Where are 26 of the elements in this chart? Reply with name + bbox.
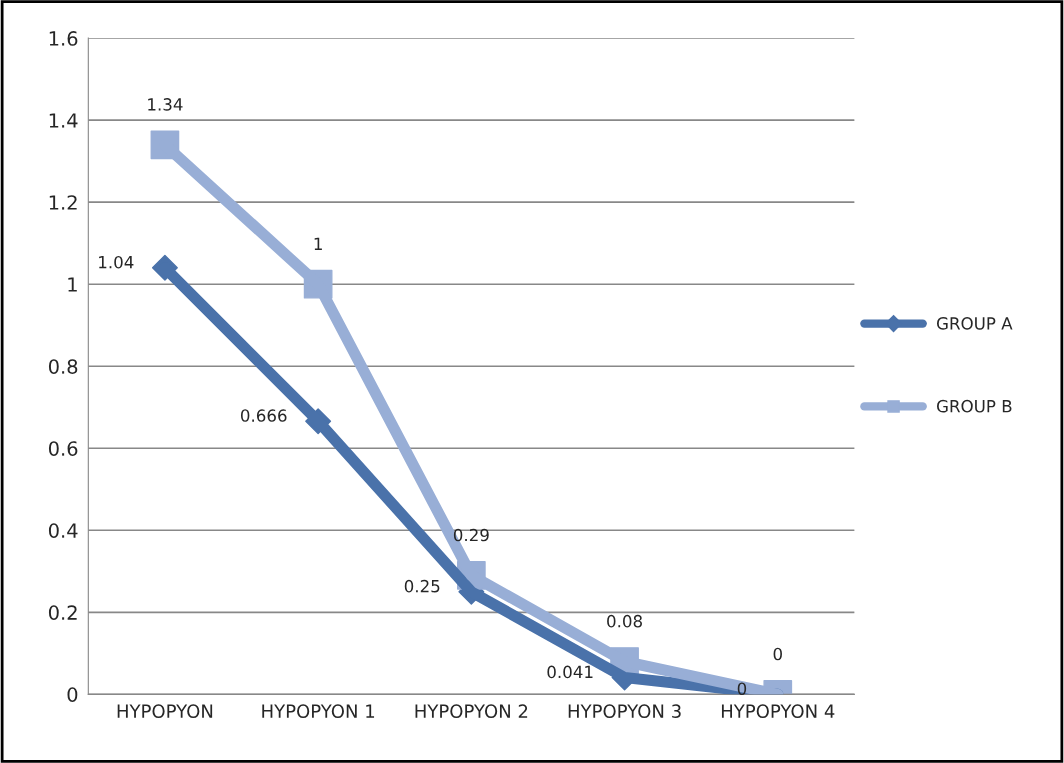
data-label: 1.04 [99,255,134,269]
x-tick-label: HYPOPYON 4 [721,704,835,719]
data-label: 0 [737,682,747,695]
legend-label: GROUP A [936,317,1013,330]
y-tick-label: 1 [68,277,77,292]
data-label: 0.08 [607,614,642,628]
data-label: 0.25 [404,579,440,593]
y-tick-label: 1.2 [49,195,77,210]
x-tick-label: HYPOPYON 3 [568,704,681,719]
y-tick-label: 1.6 [49,31,78,46]
y-tick-label: 0 [67,687,78,702]
x-tick-label: HYPOPYON [117,704,213,719]
data-label: 0.666 [240,409,287,422]
y-tick-label: 0.2 [48,605,77,620]
y-tick-label: 1.4 [49,113,78,128]
y-tick-label: 0.6 [48,441,78,456]
x-tick-label: HYPOPYON 1 [262,704,375,719]
y-tick-label: 0.4 [48,523,78,538]
data-label: 0 [773,647,782,661]
legend-label: GROUP B [936,399,1012,413]
y-tick-label: 0.8 [48,359,78,374]
data-label: 0.041 [547,665,593,679]
data-label: 1.34 [148,98,183,111]
data-label: 0.29 [453,528,489,542]
data-label: 1 [314,237,322,250]
x-tick-label: HYPOPYON 2 [415,704,528,719]
